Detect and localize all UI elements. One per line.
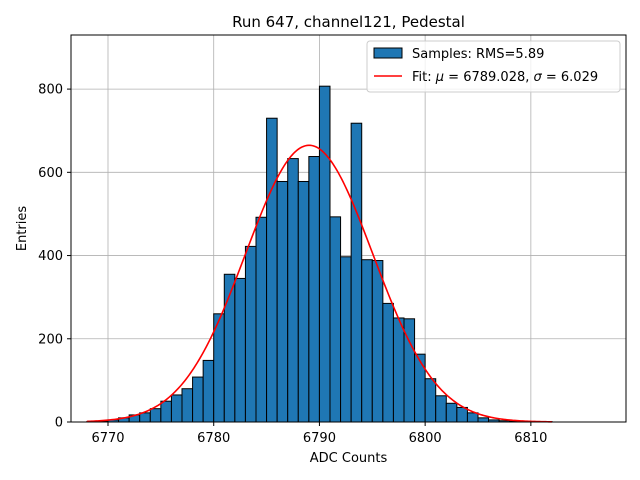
histogram-bar (435, 395, 447, 423)
x-tick-label: 6770 (91, 431, 124, 446)
plot-frame (70, 34, 627, 423)
gaussian-fit-curve (86, 144, 553, 423)
histogram-bar (308, 156, 320, 423)
y-axis-label: Entries (15, 206, 30, 252)
histogram-bar (255, 216, 268, 423)
histogram-bar (266, 117, 278, 423)
histogram-bar (287, 158, 299, 423)
histogram-bar (414, 353, 426, 423)
histogram-bar (192, 376, 204, 423)
y-tick-label: 400 (38, 249, 63, 264)
histogram-bar (181, 388, 194, 423)
histogram-bar (424, 378, 437, 423)
histogram-bar (234, 277, 246, 423)
legend-bar-swatch (373, 47, 403, 59)
histogram-bar (276, 180, 289, 423)
ticks-layer: 6770 6780 6790 6800 6810 0 200 400 600 800 (38, 83, 547, 446)
histogram-bar (361, 259, 373, 423)
histogram-bar (297, 180, 310, 423)
histogram-bar (340, 256, 352, 423)
y-tick-label: 0 (55, 416, 63, 431)
y-tick-label: 600 (38, 166, 63, 181)
histogram-bar (466, 412, 479, 423)
histogram-bar (477, 417, 490, 423)
legend-label-samples: Samples: RMS=5.89 (412, 47, 544, 62)
histogram-bar (350, 122, 363, 423)
legend-label-fit: Fit: μ = 6789.028, σ = 6.029 (412, 70, 598, 85)
y-tick-label: 200 (38, 332, 63, 347)
histogram-bar (445, 402, 458, 423)
x-tick-label: 6790 (303, 431, 336, 446)
fit-layer (86, 144, 553, 423)
histogram-bar (160, 400, 172, 423)
histogram-bar (382, 302, 394, 423)
histogram-bar (139, 412, 151, 423)
legend: Samples: RMS=5.89 Fit: μ = 6789.028, σ =… (366, 40, 621, 93)
y-tick-label: 800 (38, 83, 63, 98)
chart-title: Run 647, channel121, Pedestal (232, 13, 465, 31)
histogram-bar (329, 216, 342, 423)
histogram-bar (244, 245, 257, 423)
histogram-bar (371, 260, 384, 423)
legend-box (366, 40, 621, 93)
bars-layer (86, 85, 553, 423)
x-tick-label: 6780 (197, 431, 230, 446)
histogram-bar (202, 359, 215, 423)
histogram-bar (149, 408, 162, 423)
histogram-bar (392, 317, 405, 423)
histogram-bar (456, 406, 468, 423)
x-tick-label: 6800 (409, 431, 442, 446)
histogram-bar (318, 85, 331, 423)
x-tick-label: 6810 (514, 431, 547, 446)
x-axis-label: ADC Counts (310, 451, 388, 466)
histogram-bar (170, 394, 183, 423)
